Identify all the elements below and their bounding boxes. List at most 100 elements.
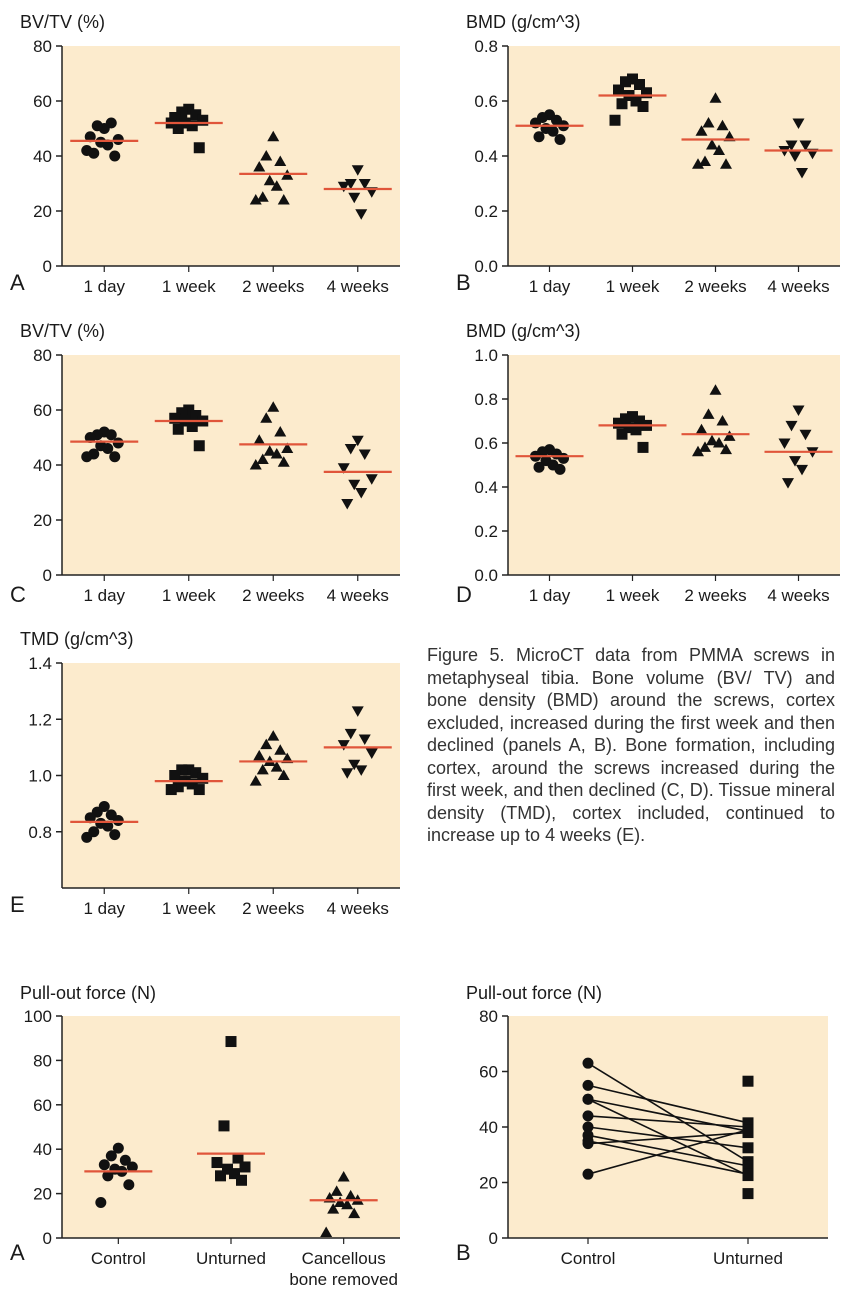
data-point-triangle-up xyxy=(260,738,273,750)
data-point-square xyxy=(742,1188,754,1200)
data-point-circle xyxy=(102,820,114,832)
plot-background xyxy=(508,1016,828,1238)
y-tick-label: 1.0 xyxy=(28,767,52,786)
data-point-triangle-down xyxy=(355,488,368,499)
data-point-triangle-up xyxy=(720,443,732,455)
data-point-circle xyxy=(112,1142,124,1154)
data-point-square xyxy=(186,120,198,132)
x-tick-label: 4 weeks xyxy=(327,277,389,296)
data-point-circle xyxy=(112,815,124,826)
plot-background xyxy=(62,355,400,575)
data-point-triangle-down xyxy=(799,429,812,441)
data-point-triangle-down xyxy=(799,140,812,151)
data-point-circle xyxy=(84,131,96,143)
x-tick-label: 1 day xyxy=(529,586,571,605)
y-tick-label: 0.8 xyxy=(474,390,498,409)
data-point-square xyxy=(742,1142,754,1154)
data-point-square xyxy=(197,114,209,126)
data-point-square xyxy=(616,98,628,110)
data-point-triangle-up xyxy=(341,1198,354,1210)
data-point-triangle-up xyxy=(709,92,722,103)
data-point-triangle-up xyxy=(249,775,262,786)
data-point-triangle-up xyxy=(267,401,280,412)
data-point-triangle-up xyxy=(274,744,287,755)
data-point-circle xyxy=(554,463,566,475)
data-point-triangle-up xyxy=(267,730,280,741)
data-point-triangle-up xyxy=(692,158,704,169)
paired-line xyxy=(587,1084,749,1124)
data-point-square xyxy=(742,1124,754,1136)
data-point-square xyxy=(176,407,188,419)
data-point-triangle-up xyxy=(723,430,736,441)
data-point-square xyxy=(169,770,181,781)
data-point-circle xyxy=(81,451,93,463)
chart-title: TMD (g/cm^3) xyxy=(20,629,133,649)
data-point-square xyxy=(742,1075,754,1087)
data-point-circle xyxy=(84,812,96,824)
data-point-circle xyxy=(98,1159,110,1171)
data-point-square xyxy=(165,784,177,796)
data-point-triangle-up xyxy=(274,426,287,437)
y-tick-label: 80 xyxy=(33,346,52,365)
data-point-triangle-down xyxy=(351,435,364,447)
panel-letter: C xyxy=(10,582,26,607)
y-tick-label: 40 xyxy=(33,456,52,475)
data-point-triangle-up xyxy=(327,1203,340,1214)
x-tick-label: 1 week xyxy=(162,899,216,918)
data-point-circle xyxy=(558,452,569,464)
y-tick-label: 1.2 xyxy=(28,710,52,729)
data-point-square xyxy=(742,1160,754,1172)
data-point-triangle-up xyxy=(692,445,704,457)
data-point-circle xyxy=(109,829,121,841)
x-tick-label: Control xyxy=(91,1249,146,1268)
data-point-square xyxy=(637,101,649,112)
data-point-circle xyxy=(91,120,103,132)
y-tick-label: 60 xyxy=(33,1096,52,1115)
data-point-square xyxy=(627,411,638,423)
data-point-circle xyxy=(81,145,93,156)
data-point-square xyxy=(190,410,202,421)
data-point-square xyxy=(634,79,645,90)
figure-caption: Figure 5. MicroCT data from PMMA screws … xyxy=(427,645,835,845)
chart-panel-b-1: BMD (g/cm^3) B0.0 0.2 0.4 0.6 0.8 1 day 1 week 2… xyxy=(456,12,840,296)
data-point-triangle-down xyxy=(348,479,361,491)
data-point-circle xyxy=(126,1161,138,1173)
data-point-square xyxy=(218,1120,230,1132)
data-point-square xyxy=(232,1152,244,1164)
chart-title: BV/TV (%) xyxy=(20,12,105,32)
chart-panel-c-2: BV/TV (%) C0 20 40 60 80 1 day 1 week 2 weeks 4 w… xyxy=(10,321,400,607)
plot-background xyxy=(508,355,840,575)
x-tick-label: Unturned xyxy=(713,1249,783,1268)
x-tick-label: 2 weeks xyxy=(684,277,746,296)
data-point-triangle-down xyxy=(365,748,378,759)
data-point-triangle-down xyxy=(796,464,808,476)
y-tick-label: 0 xyxy=(489,1229,498,1248)
data-point-square xyxy=(613,84,624,96)
data-point-square xyxy=(183,404,195,416)
panel-letter: E xyxy=(10,892,25,917)
data-point-square xyxy=(623,422,635,434)
data-point-square xyxy=(634,415,645,427)
data-point-triangle-up xyxy=(267,130,280,142)
data-point-circle xyxy=(102,1170,114,1182)
chart-title: BMD (g/cm^3) xyxy=(466,12,580,32)
data-point-square xyxy=(183,764,195,776)
y-tick-label: 20 xyxy=(479,1174,498,1193)
data-point-square xyxy=(172,123,184,134)
data-point-square xyxy=(186,421,198,432)
x-tick-label: 4 weeks xyxy=(767,586,829,605)
paired-line xyxy=(587,1129,749,1175)
chart-panel-b-6: Pull-out force (N) B0 20 40 60 80 Control Untur… xyxy=(456,983,828,1268)
data-point-triangle-up xyxy=(695,423,708,435)
paired-line xyxy=(587,1062,749,1163)
y-tick-label: 0.4 xyxy=(474,147,498,166)
data-point-circle xyxy=(582,1110,594,1122)
data-point-triangle-down xyxy=(337,463,350,474)
y-tick-label: 40 xyxy=(479,1118,498,1137)
data-point-triangle-up xyxy=(334,1196,347,1207)
data-point-triangle-up xyxy=(253,749,266,761)
y-tick-label: 0.8 xyxy=(28,823,52,842)
data-point-triangle-down xyxy=(344,728,357,740)
x-tick-label: 1 day xyxy=(83,899,125,918)
x-tick-label: Unturned xyxy=(196,1249,266,1268)
